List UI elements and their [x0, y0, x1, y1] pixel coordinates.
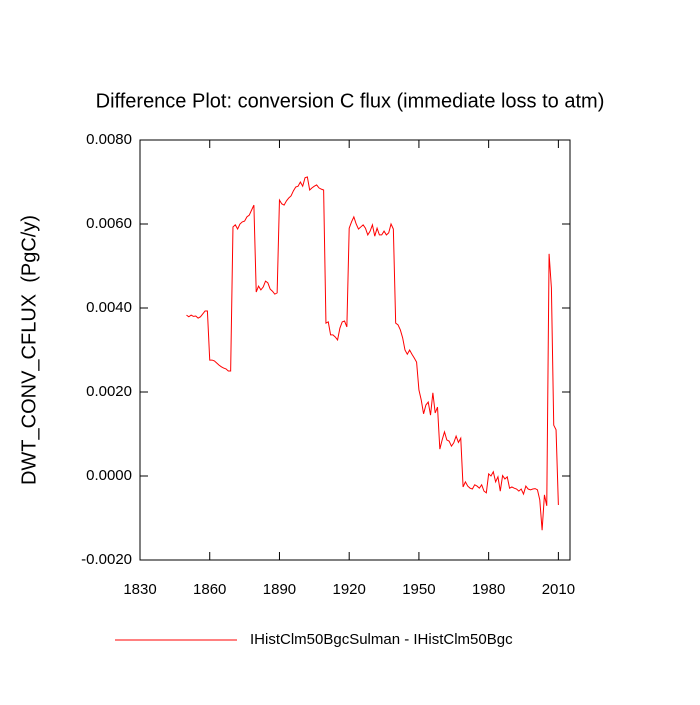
x-tick-label: 1890	[263, 581, 296, 598]
y-tick-label: 0.0000	[86, 467, 132, 484]
plot-frame	[139, 139, 571, 561]
y-tick-label: 0.0020	[86, 383, 132, 400]
chart-title: Difference Plot: conversion C flux (imme…	[96, 90, 605, 112]
legend-label: IHistClm50BgcSulman - IHistClm50Bgc	[250, 631, 513, 648]
x-tick-label: 2010	[542, 581, 575, 598]
x-tick-label: 1920	[333, 581, 366, 598]
data-line	[186, 176, 559, 531]
y-tick-label: 0.0080	[86, 131, 132, 148]
y-axis-label: DWT_CONV_CFLUX (PgC/y)	[18, 215, 40, 485]
y-tick-label: -0.0020	[81, 551, 132, 568]
x-tick-label: 1980	[472, 581, 505, 598]
y-tick-label: 0.0060	[86, 215, 132, 232]
x-tick-label: 1860	[193, 581, 226, 598]
y-tick-label: 0.0040	[86, 299, 132, 316]
x-tick-label: 1830	[123, 581, 156, 598]
x-tick-label: 1950	[402, 581, 435, 598]
